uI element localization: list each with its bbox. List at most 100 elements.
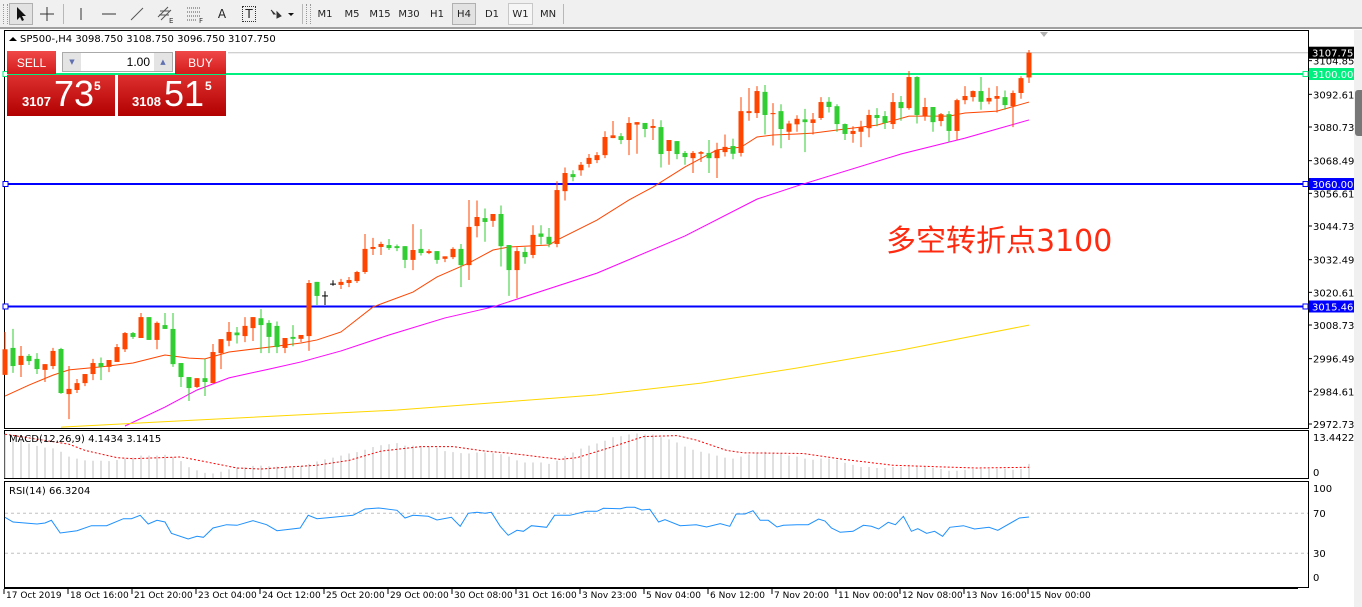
candle <box>626 117 632 156</box>
toolbar-grip[interactable] <box>306 4 311 24</box>
timeframe-h4[interactable]: H4 <box>452 3 476 25</box>
pivot-line-3100-handle-left[interactable] <box>2 71 9 78</box>
candle-body <box>1010 92 1016 107</box>
lot-increase-button[interactable]: ▲ <box>154 53 172 71</box>
support-line-3060-handle-left[interactable] <box>2 181 9 188</box>
candle-body <box>298 334 304 339</box>
timeframe-m30[interactable]: M30 <box>395 3 423 25</box>
timeframe-w1[interactable]: W1 <box>508 3 533 25</box>
candle <box>450 247 456 260</box>
candle-body <box>938 114 944 122</box>
candle <box>778 104 784 149</box>
macd-axis-max: 13.4422 <box>1313 433 1354 444</box>
candle-body <box>482 218 488 222</box>
time-tick-label: 12 Nov 08:00 <box>902 591 963 601</box>
price-tick-label: 3104.850 <box>1313 57 1361 68</box>
text-tool-button[interactable]: A <box>212 3 232 25</box>
candle <box>522 247 528 264</box>
timeframe-label: M15 <box>369 8 391 20</box>
collapse-triangle-icon[interactable] <box>9 37 17 41</box>
candle-body <box>538 233 544 237</box>
sell-price-box[interactable]: 3107 73 5 <box>7 73 115 116</box>
scroll-handle[interactable] <box>1355 90 1362 136</box>
candle <box>234 327 240 344</box>
text-label-tool-button[interactable]: T <box>238 3 260 25</box>
candle-body <box>122 333 128 350</box>
candle <box>250 317 256 342</box>
sell-button[interactable]: SELL <box>7 51 56 74</box>
candle <box>706 140 712 174</box>
candle <box>474 200 480 238</box>
candle-body <box>474 217 480 227</box>
arrows-tool-dropdown[interactable] <box>266 3 298 25</box>
candle-body <box>18 355 24 365</box>
candle <box>178 363 184 387</box>
candle-body <box>954 100 960 131</box>
crosshair-tool-button[interactable] <box>36 3 58 25</box>
candle-body <box>666 140 672 152</box>
support-line-3015-handle-left[interactable] <box>2 303 9 310</box>
candle <box>58 347 64 394</box>
lot-size-value: 1.00 <box>126 55 150 69</box>
buy-price-box[interactable]: 3108 51 5 <box>118 73 226 116</box>
trendline-tool-button[interactable] <box>126 3 148 25</box>
candle <box>970 90 976 102</box>
lot-decrease-button[interactable]: ▼ <box>63 53 81 71</box>
toolbar-grip[interactable] <box>3 4 8 24</box>
candle-body <box>882 116 888 123</box>
chart-shift-marker[interactable] <box>1040 32 1048 37</box>
candle <box>10 328 16 373</box>
time-tick-label: 6 Nov 12:00 <box>710 591 765 601</box>
candle <box>34 353 40 375</box>
timeframe-m5[interactable]: M5 <box>339 3 365 25</box>
candle-body <box>210 352 216 384</box>
lot-size-input[interactable]: ▼ 1.00 ▲ <box>62 52 173 72</box>
candle <box>738 97 744 157</box>
vertical-line-tool-button[interactable] <box>70 3 92 25</box>
equidistant-channel-tool-button[interactable]: E <box>154 3 178 25</box>
rsi-axis-100: 100 <box>1313 484 1332 495</box>
rsi-axis-70: 70 <box>1313 509 1326 520</box>
horizontal-line-tool-button[interactable] <box>98 3 120 25</box>
candle <box>1002 90 1008 110</box>
support-line-3015-handle-right[interactable] <box>1302 303 1309 310</box>
candle <box>114 344 120 362</box>
candle <box>186 377 192 401</box>
moving-average-line-2 <box>124 119 1030 427</box>
cursor-tool-button[interactable] <box>9 3 33 25</box>
candle <box>130 331 136 339</box>
buy-price-prefix: 3108 <box>132 94 161 109</box>
candle <box>162 312 168 329</box>
moving-average-line-3 <box>60 324 1030 428</box>
candle-body <box>34 358 40 370</box>
pivot-line-3100-handle-right[interactable] <box>1302 71 1309 78</box>
candle <box>754 86 760 119</box>
candle-body <box>570 174 576 178</box>
time-tick-label: 3 Nov 23:00 <box>582 591 637 601</box>
candle-body <box>722 146 728 153</box>
fibonacci-tool-button[interactable]: F <box>183 3 207 25</box>
candle-body <box>418 248 424 254</box>
timeframe-mn[interactable]: MN <box>535 3 561 25</box>
timeframe-m15[interactable]: M15 <box>366 3 394 25</box>
support-line-3060-handle-right[interactable] <box>1302 181 1309 188</box>
timeframe-h1[interactable]: H1 <box>424 3 450 25</box>
candle <box>314 281 320 306</box>
rsi-label: RSI(14) 66.3204 <box>9 486 90 497</box>
rsi-pane <box>4 506 1308 554</box>
candle <box>554 181 560 248</box>
buy-button[interactable]: BUY <box>175 51 226 74</box>
timeframe-d1[interactable]: D1 <box>479 3 505 25</box>
candle <box>498 205 504 267</box>
candle <box>434 251 440 264</box>
candle-body <box>370 246 376 249</box>
candle-body <box>74 383 80 390</box>
candle-body <box>170 328 176 365</box>
timeframe-m1[interactable]: M1 <box>312 3 338 25</box>
candle-body <box>866 114 872 129</box>
candle-body <box>466 226 472 266</box>
toolbar-separator <box>563 4 564 24</box>
chart-annotation-text[interactable]: 多空转折点3100 <box>886 224 1113 259</box>
rsi-axis-30: 30 <box>1313 549 1326 560</box>
